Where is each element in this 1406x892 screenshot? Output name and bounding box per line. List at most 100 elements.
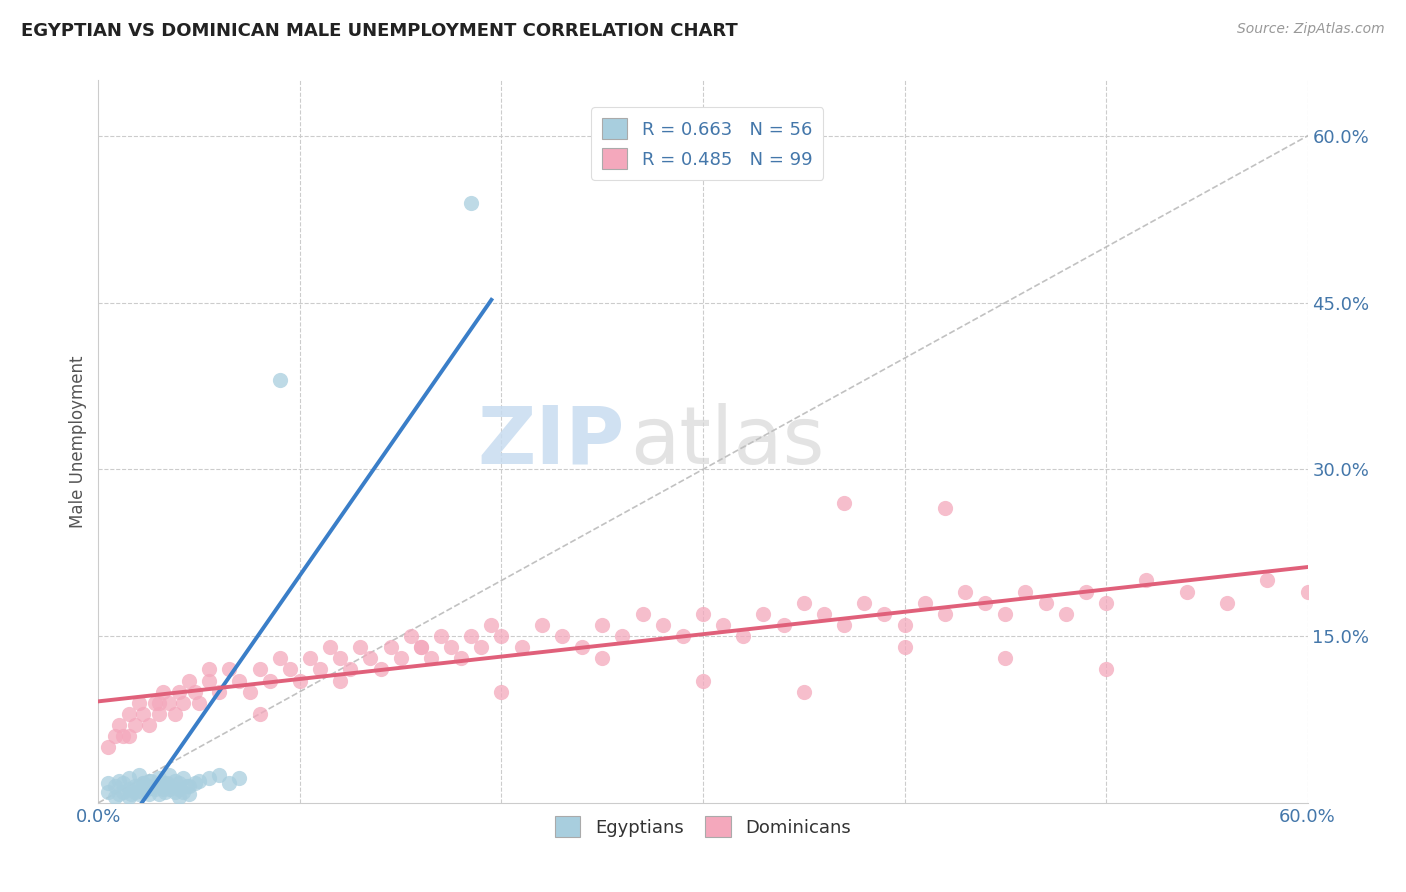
Point bbox=[172, 785, 194, 799]
Point bbox=[120, 787, 142, 801]
Point bbox=[319, 640, 342, 655]
Point bbox=[228, 673, 250, 688]
Point bbox=[179, 787, 201, 801]
Point bbox=[153, 785, 176, 799]
Point bbox=[299, 651, 322, 665]
Point bbox=[132, 785, 155, 799]
Point bbox=[132, 706, 155, 721]
Point bbox=[148, 779, 170, 793]
Point bbox=[591, 651, 613, 665]
Point bbox=[118, 790, 141, 805]
Point bbox=[103, 790, 125, 805]
Point bbox=[893, 640, 915, 655]
Point bbox=[309, 662, 332, 676]
Point bbox=[389, 651, 412, 665]
Point bbox=[163, 706, 186, 721]
Point bbox=[111, 785, 134, 799]
Point bbox=[172, 772, 194, 786]
Point bbox=[97, 740, 120, 755]
Point bbox=[118, 706, 141, 721]
Point bbox=[176, 779, 198, 793]
Point bbox=[107, 773, 129, 788]
Point bbox=[97, 785, 120, 799]
Point bbox=[208, 684, 231, 698]
Point bbox=[813, 607, 835, 621]
Point bbox=[184, 776, 207, 790]
Point bbox=[450, 651, 472, 665]
Point bbox=[167, 684, 190, 698]
Point bbox=[124, 718, 146, 732]
Point bbox=[893, 618, 915, 632]
Point bbox=[491, 684, 513, 698]
Point bbox=[460, 195, 482, 210]
Legend: Egyptians, Dominicans: Egyptians, Dominicans bbox=[548, 809, 858, 845]
Point bbox=[460, 629, 482, 643]
Point bbox=[118, 729, 141, 743]
Point bbox=[148, 706, 170, 721]
Point bbox=[853, 596, 876, 610]
Point bbox=[672, 629, 695, 643]
Point bbox=[994, 607, 1017, 621]
Point bbox=[128, 696, 150, 710]
Point bbox=[409, 640, 432, 655]
Point bbox=[111, 776, 134, 790]
Point bbox=[184, 684, 207, 698]
Point bbox=[329, 673, 352, 688]
Point bbox=[1135, 574, 1157, 588]
Point bbox=[188, 773, 211, 788]
Point bbox=[128, 787, 150, 801]
Point bbox=[143, 779, 166, 793]
Point bbox=[370, 662, 392, 676]
Point bbox=[339, 662, 361, 676]
Point bbox=[1035, 596, 1057, 610]
Point bbox=[420, 651, 443, 665]
Point bbox=[772, 618, 794, 632]
Point bbox=[218, 776, 240, 790]
Point bbox=[440, 640, 463, 655]
Point bbox=[329, 651, 352, 665]
Point bbox=[269, 373, 291, 387]
Point bbox=[152, 782, 174, 797]
Point bbox=[409, 640, 432, 655]
Point bbox=[269, 651, 291, 665]
Point bbox=[551, 629, 574, 643]
Point bbox=[1014, 584, 1036, 599]
Point bbox=[470, 640, 492, 655]
Point bbox=[152, 776, 174, 790]
Point bbox=[138, 773, 160, 788]
Point bbox=[239, 684, 262, 698]
Point bbox=[380, 640, 402, 655]
Point bbox=[530, 618, 553, 632]
Point bbox=[953, 584, 976, 599]
Point bbox=[1074, 584, 1097, 599]
Point bbox=[873, 607, 896, 621]
Point bbox=[349, 640, 371, 655]
Point bbox=[711, 618, 734, 632]
Point bbox=[934, 501, 956, 516]
Y-axis label: Male Unemployment: Male Unemployment bbox=[69, 355, 87, 528]
Point bbox=[163, 773, 186, 788]
Point bbox=[107, 787, 129, 801]
Point bbox=[430, 629, 453, 643]
Point bbox=[135, 782, 157, 797]
Point bbox=[179, 779, 201, 793]
Point bbox=[198, 772, 221, 786]
Point bbox=[124, 785, 146, 799]
Point bbox=[752, 607, 775, 621]
Point bbox=[179, 673, 201, 688]
Point bbox=[1054, 607, 1077, 621]
Point bbox=[148, 787, 170, 801]
Point bbox=[198, 662, 221, 676]
Point bbox=[249, 706, 271, 721]
Text: Source: ZipAtlas.com: Source: ZipAtlas.com bbox=[1237, 22, 1385, 37]
Point bbox=[1256, 574, 1278, 588]
Point bbox=[97, 776, 120, 790]
Point bbox=[148, 696, 170, 710]
Point bbox=[143, 782, 166, 797]
Point bbox=[167, 790, 190, 805]
Point bbox=[1095, 596, 1118, 610]
Point bbox=[612, 629, 634, 643]
Point bbox=[218, 662, 240, 676]
Point bbox=[107, 718, 129, 732]
Point bbox=[510, 640, 533, 655]
